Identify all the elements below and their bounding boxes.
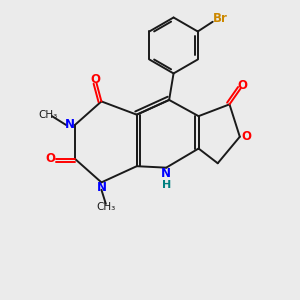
Text: O: O bbox=[237, 79, 247, 92]
Text: O: O bbox=[46, 152, 56, 165]
Text: O: O bbox=[90, 73, 100, 86]
Text: H: H bbox=[162, 180, 171, 190]
Text: N: N bbox=[161, 167, 171, 180]
Text: N: N bbox=[64, 118, 75, 131]
Text: CH₃: CH₃ bbox=[96, 202, 116, 212]
Text: N: N bbox=[96, 181, 106, 194]
Text: Br: Br bbox=[213, 12, 227, 25]
Text: CH₃: CH₃ bbox=[39, 110, 58, 120]
Text: O: O bbox=[241, 130, 251, 143]
